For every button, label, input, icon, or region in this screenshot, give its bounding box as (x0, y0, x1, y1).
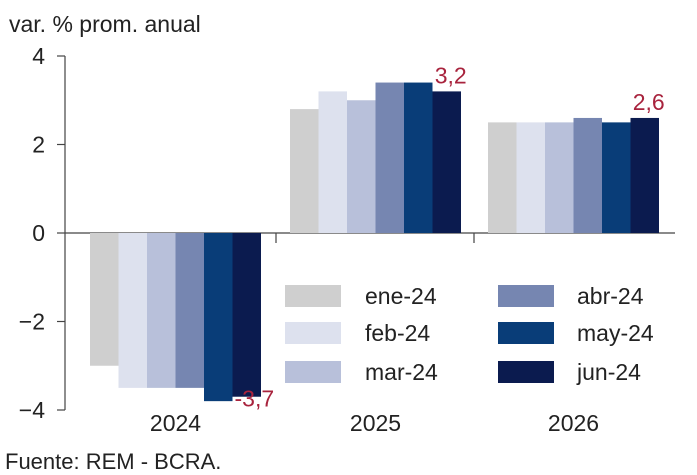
bar (318, 91, 347, 234)
legend-label: jun-24 (576, 359, 641, 385)
bar (602, 122, 631, 233)
bars (90, 82, 659, 402)
data-label: 2,6 (633, 89, 665, 115)
data-label: 3,2 (435, 62, 467, 88)
data-label: -3,7 (235, 386, 275, 412)
legend-label: abr-24 (577, 283, 644, 309)
legend-swatch (498, 361, 554, 383)
legend-swatch (498, 285, 554, 307)
legend: ene-24 feb-24 mar-24 abr-24 may-24 jun-24 (285, 283, 654, 385)
bar (147, 233, 176, 388)
bar (175, 233, 204, 388)
bar (118, 233, 147, 388)
y-tick-label: −4 (19, 397, 45, 423)
y-tick-label: 4 (32, 43, 45, 69)
legend-swatch (285, 285, 341, 307)
bar (630, 117, 659, 233)
legend-swatch (285, 361, 341, 383)
bar (347, 100, 376, 233)
bar (516, 122, 545, 233)
source-note: Fuente: REM - BCRA. (5, 449, 221, 474)
legend-swatch (285, 322, 341, 344)
bar (573, 117, 602, 233)
y-tick-label: −2 (19, 309, 45, 335)
y-axis-title: var. % prom. anual (9, 11, 201, 37)
bar (232, 233, 261, 397)
y-tick-label: 2 (32, 132, 45, 158)
x-tick-label: 2024 (150, 410, 201, 436)
bar (488, 122, 517, 233)
bar (375, 82, 404, 233)
x-tick-label: 2026 (548, 410, 599, 436)
x-tick-label: 2025 (350, 410, 401, 436)
bar (90, 233, 119, 366)
legend-label: may-24 (577, 320, 654, 346)
bar (545, 122, 574, 233)
legend-label: feb-24 (365, 320, 430, 346)
data-labels: -3,7 3,2 2,6 (235, 62, 665, 411)
bar (204, 233, 233, 402)
bar (404, 82, 433, 233)
legend-label: mar-24 (365, 359, 438, 385)
legend-label: ene-24 (365, 283, 437, 309)
y-tick-label: 0 (32, 220, 45, 246)
bar (290, 109, 319, 233)
bar (432, 91, 461, 234)
legend-swatch (498, 322, 554, 344)
